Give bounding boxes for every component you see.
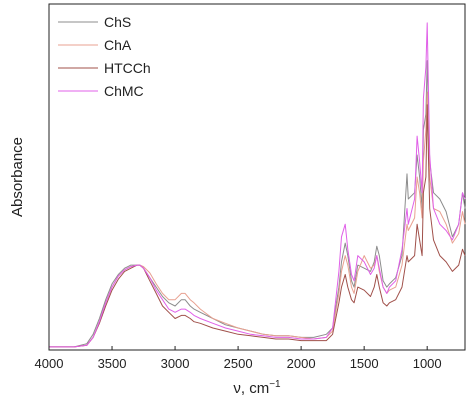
x-axis-ticks: 4000 3500 3000 2500 2000 1500 1000 xyxy=(35,346,442,371)
series-line-htcch xyxy=(49,104,466,348)
x-tick-label-3500: 3500 xyxy=(98,356,127,371)
y-axis-title: Absorbance xyxy=(9,137,26,217)
legend-label-cha: ChA xyxy=(104,37,132,53)
series-layer xyxy=(49,22,466,348)
x-tick-label-4000: 4000 xyxy=(35,356,64,371)
series-line-cha xyxy=(49,91,466,348)
x-tick-label-1500: 1500 xyxy=(350,356,379,371)
x-axis-title-main: ν, cm xyxy=(233,380,269,397)
x-tick-label-1000: 1000 xyxy=(413,356,442,371)
legend-label-htcch: HTCCh xyxy=(104,60,151,76)
series-line-chs xyxy=(49,60,466,348)
x-axis-title-superscript: −1 xyxy=(269,379,281,390)
x-axis-title: ν, cm−1 xyxy=(233,379,281,397)
series-line-chmc xyxy=(49,22,466,348)
legend-label-chs: ChS xyxy=(104,14,131,30)
plot-frame xyxy=(48,3,466,351)
x-tick-label-2500: 2500 xyxy=(224,356,253,371)
x-tick-label-2000: 2000 xyxy=(287,356,316,371)
legend: ChS ChA HTCCh ChMC xyxy=(58,14,151,99)
legend-label-chmc: ChMC xyxy=(104,83,144,99)
x-tick-label-3000: 3000 xyxy=(161,356,190,371)
